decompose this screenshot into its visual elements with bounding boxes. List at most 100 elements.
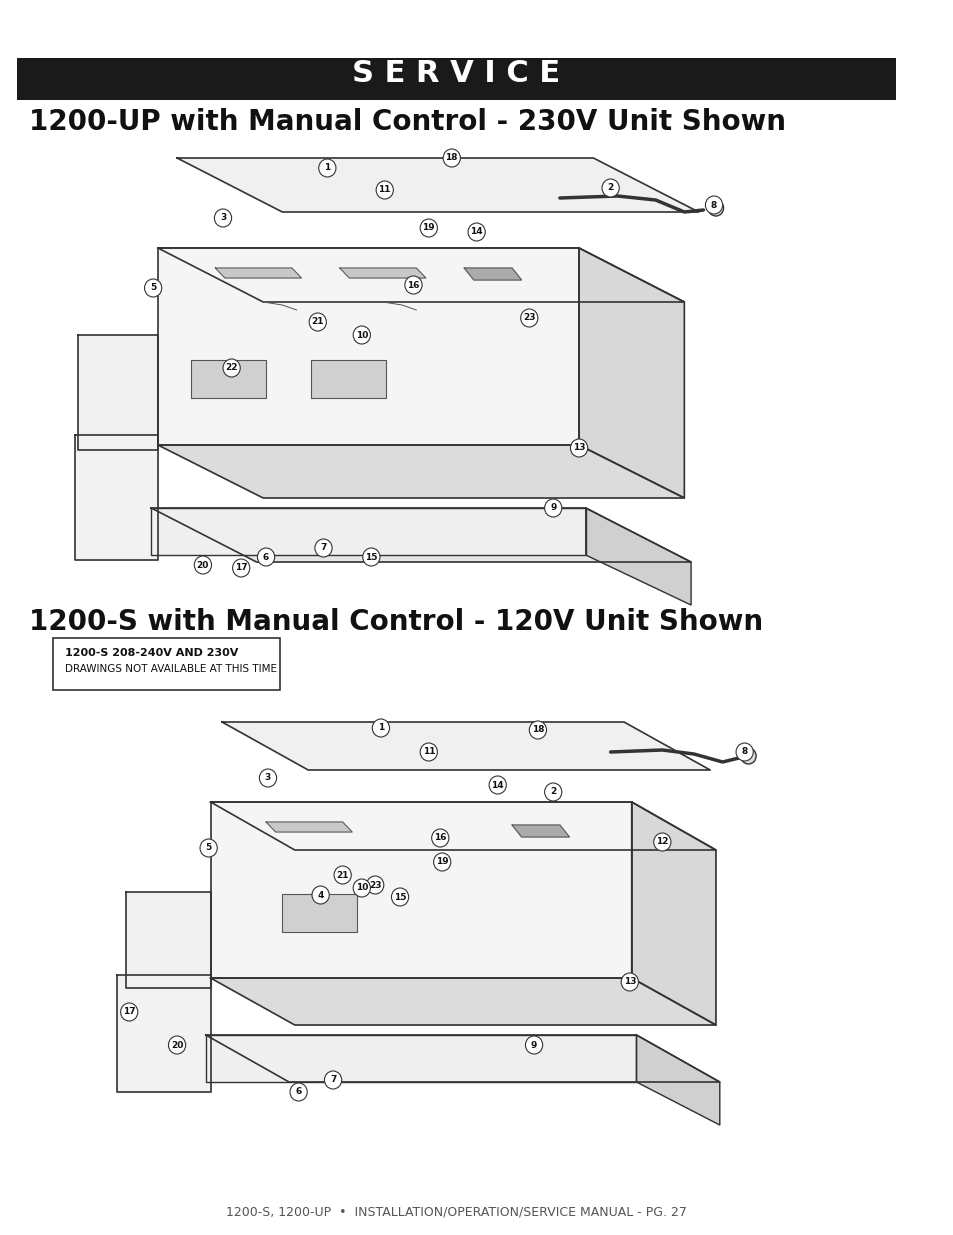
- Text: 18: 18: [531, 725, 543, 735]
- Text: 20: 20: [171, 1041, 183, 1050]
- Text: 13: 13: [623, 977, 636, 987]
- Text: 22: 22: [225, 363, 237, 373]
- Text: 5: 5: [205, 844, 212, 852]
- Text: 16: 16: [434, 834, 446, 842]
- Circle shape: [404, 275, 421, 294]
- Text: 15: 15: [394, 893, 406, 902]
- Circle shape: [443, 149, 460, 167]
- Circle shape: [391, 888, 408, 906]
- Text: 23: 23: [522, 314, 535, 322]
- Text: 17: 17: [234, 563, 247, 573]
- Circle shape: [144, 279, 162, 296]
- Circle shape: [653, 832, 670, 851]
- Circle shape: [520, 309, 537, 327]
- Polygon shape: [158, 445, 683, 498]
- Circle shape: [169, 1036, 186, 1053]
- Circle shape: [375, 182, 393, 199]
- Circle shape: [529, 721, 546, 739]
- Text: 18: 18: [445, 153, 457, 163]
- Circle shape: [544, 783, 561, 802]
- Polygon shape: [78, 335, 158, 450]
- Circle shape: [468, 224, 485, 241]
- Circle shape: [433, 853, 451, 871]
- Text: 21: 21: [312, 317, 324, 326]
- Circle shape: [324, 1071, 341, 1089]
- Circle shape: [740, 748, 756, 764]
- Text: 10: 10: [355, 883, 368, 893]
- Circle shape: [309, 312, 326, 331]
- Polygon shape: [215, 268, 301, 278]
- Circle shape: [257, 548, 274, 566]
- Text: 14: 14: [491, 781, 503, 789]
- Text: 4: 4: [317, 890, 323, 899]
- Circle shape: [525, 1036, 542, 1053]
- Polygon shape: [636, 1035, 719, 1125]
- Circle shape: [214, 209, 232, 227]
- Text: 2: 2: [607, 184, 613, 193]
- Circle shape: [431, 829, 449, 847]
- Text: 5: 5: [150, 284, 156, 293]
- Circle shape: [372, 719, 389, 737]
- Text: S E R V I C E: S E R V I C E: [352, 58, 560, 88]
- Circle shape: [620, 973, 638, 990]
- Circle shape: [544, 499, 561, 517]
- Circle shape: [200, 839, 217, 857]
- Circle shape: [290, 1083, 307, 1100]
- Text: 3: 3: [219, 214, 226, 222]
- Text: 19: 19: [422, 224, 435, 232]
- Polygon shape: [152, 508, 585, 555]
- Polygon shape: [211, 978, 715, 1025]
- Text: 6: 6: [295, 1088, 301, 1097]
- Circle shape: [334, 866, 351, 884]
- Polygon shape: [206, 1035, 636, 1082]
- Polygon shape: [266, 823, 352, 832]
- Polygon shape: [464, 268, 521, 280]
- Circle shape: [366, 876, 383, 894]
- Polygon shape: [158, 248, 683, 303]
- Circle shape: [489, 776, 506, 794]
- Text: 23: 23: [369, 881, 381, 889]
- Text: 2: 2: [550, 788, 556, 797]
- Text: 6: 6: [263, 552, 269, 562]
- Polygon shape: [578, 248, 683, 498]
- Text: 17: 17: [123, 1008, 135, 1016]
- Text: 1200-UP with Manual Control - 230V Unit Shown: 1200-UP with Manual Control - 230V Unit …: [29, 107, 785, 136]
- Circle shape: [312, 885, 329, 904]
- Text: 14: 14: [470, 227, 482, 236]
- Text: 3: 3: [265, 773, 271, 783]
- Circle shape: [707, 200, 722, 216]
- Polygon shape: [339, 268, 425, 278]
- Text: DRAWINGS NOT AVAILABLE AT THIS TIME: DRAWINGS NOT AVAILABLE AT THIS TIME: [65, 664, 276, 674]
- Bar: [17, 58, 895, 100]
- Polygon shape: [211, 802, 631, 978]
- Circle shape: [223, 359, 240, 377]
- Text: 13: 13: [572, 443, 585, 452]
- Text: 16: 16: [407, 280, 419, 289]
- Circle shape: [736, 743, 753, 761]
- Polygon shape: [74, 435, 158, 559]
- Bar: [52, 638, 280, 690]
- Circle shape: [419, 219, 436, 237]
- Polygon shape: [512, 825, 569, 837]
- Text: 11: 11: [378, 185, 391, 194]
- Bar: [192, 359, 266, 398]
- Text: 11: 11: [422, 747, 435, 757]
- Polygon shape: [222, 722, 709, 769]
- Text: 1: 1: [324, 163, 330, 173]
- Circle shape: [318, 159, 335, 177]
- Text: 8: 8: [710, 200, 717, 210]
- Polygon shape: [585, 508, 690, 605]
- Text: 9: 9: [550, 504, 556, 513]
- Polygon shape: [116, 974, 211, 1092]
- Text: 19: 19: [436, 857, 448, 867]
- Text: 1200-S, 1200-UP  •  INSTALLATION/OPERATION/SERVICE MANUAL - PG. 27: 1200-S, 1200-UP • INSTALLATION/OPERATION…: [226, 1205, 686, 1219]
- Circle shape: [419, 743, 436, 761]
- Text: 9: 9: [530, 1041, 537, 1050]
- Circle shape: [259, 769, 276, 787]
- Text: 1: 1: [377, 724, 384, 732]
- Text: 15: 15: [365, 552, 377, 562]
- Text: 1200-S with Manual Control - 120V Unit Shown: 1200-S with Manual Control - 120V Unit S…: [29, 608, 762, 636]
- Circle shape: [601, 179, 618, 198]
- Text: 7: 7: [320, 543, 326, 552]
- Circle shape: [570, 438, 587, 457]
